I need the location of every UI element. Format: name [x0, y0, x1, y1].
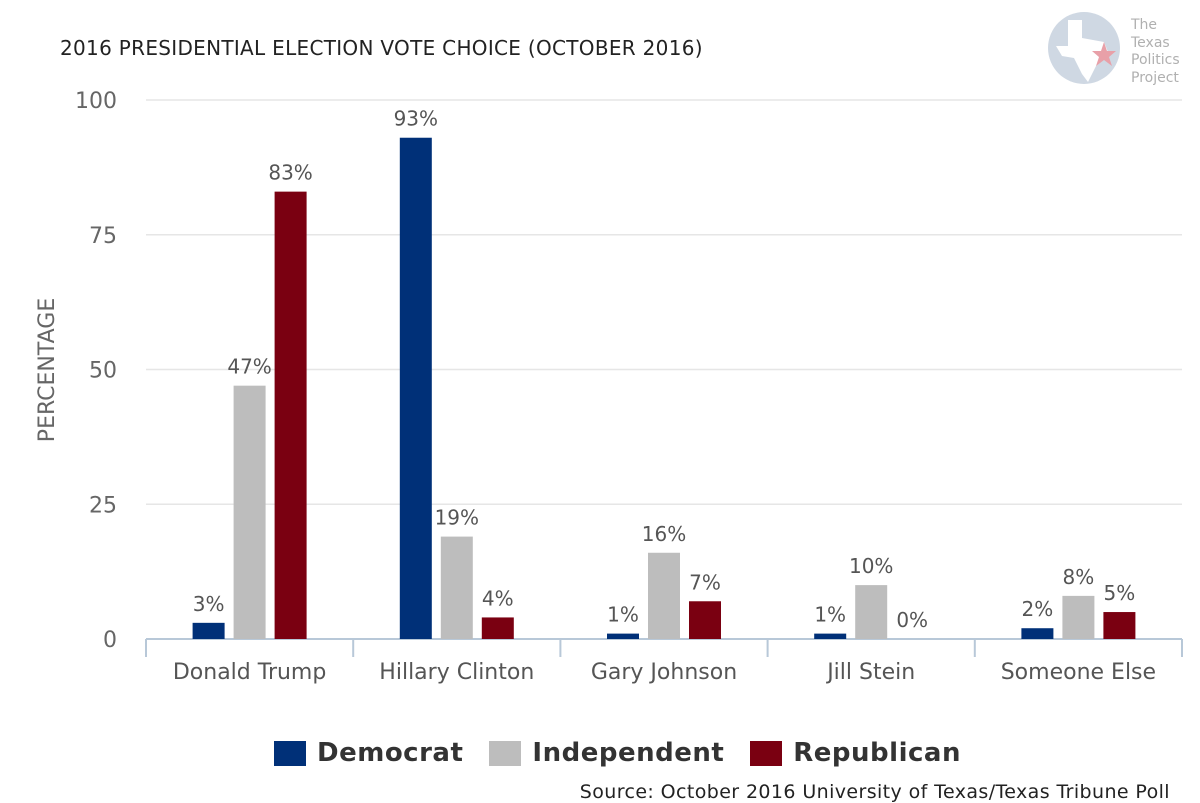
legend-label-democrat: Democrat	[317, 738, 464, 768]
bar-independent	[440, 536, 473, 639]
x-tick-label: Gary Johnson	[591, 660, 737, 685]
y-tick-label: 100	[75, 89, 117, 114]
bar-democrat	[814, 633, 847, 639]
y-tick-label: 0	[103, 628, 117, 653]
bar-democrat	[399, 137, 432, 640]
logo-text: The Texas Politics Project	[1131, 17, 1180, 87]
legend-item-independent: Independent	[489, 738, 724, 768]
data-label: 1%	[814, 603, 846, 627]
bar-republican	[689, 601, 721, 639]
logo-line: Texas	[1131, 34, 1170, 51]
data-label: 5%	[1104, 581, 1136, 605]
chart-title: 2016 PRESIDENTIAL ELECTION VOTE CHOICE (…	[60, 36, 703, 60]
source-note: Source: October 2016 University of Texas…	[579, 781, 1170, 803]
bar-democrat	[1021, 628, 1054, 639]
bar-republican	[481, 617, 514, 639]
legend-item-democrat: Democrat	[274, 738, 463, 768]
x-tick-label: Donald Trump	[173, 660, 326, 685]
legend-swatch-democrat	[274, 740, 307, 766]
data-label: 4%	[482, 586, 514, 610]
data-label: 2%	[1022, 597, 1054, 621]
data-label: 8%	[1063, 565, 1095, 589]
legend-swatch-republican	[750, 740, 783, 766]
data-label: 93%	[394, 107, 438, 131]
bars	[192, 137, 1136, 640]
legend-label-republican: Republican	[793, 738, 961, 768]
texas-politics-project-logo: The Texas Politics Project	[1046, 12, 1196, 92]
data-label: 47%	[227, 355, 271, 379]
y-tick-label: 50	[89, 359, 117, 384]
legend-label-independent: Independent	[532, 738, 725, 768]
bar-democrat	[607, 633, 639, 639]
y-tick-label: 25	[89, 493, 117, 518]
x-tick-label: Jill Stein	[825, 660, 915, 685]
logo-line: The	[1131, 17, 1158, 33]
data-label: 83%	[268, 161, 312, 185]
y-tick-label: 75	[89, 224, 117, 249]
data-labels: 3% 47% 83% 93% 19% 4% 1% 16%7% 1% 10% 0% 2% 8% 5%	[193, 107, 1136, 632]
grid-lines	[146, 99, 1182, 505]
legend: Democrat Independent Republican	[0, 738, 1200, 768]
texas-star-logo-icon	[1048, 12, 1120, 84]
y-axis-label: PERCENTAGE	[35, 298, 60, 442]
bar-independent	[855, 585, 888, 639]
bar-republican	[1103, 612, 1136, 639]
bar-independent	[1062, 595, 1095, 639]
bar-independent	[648, 552, 680, 639]
bar-independent	[233, 385, 266, 639]
y-axis-ticks: 0 25 50 75 100	[75, 89, 117, 653]
legend-swatch-independent	[489, 740, 522, 766]
logo-line: Project	[1131, 69, 1179, 86]
x-tick-label: Hillary Clinton	[379, 660, 534, 685]
data-label: 3%	[193, 592, 225, 616]
data-label: 16%	[642, 522, 686, 546]
logo-line: Politics	[1131, 52, 1180, 68]
x-tick-label: Someone Else	[1001, 660, 1156, 685]
x-axis: Donald Trump Hillary Clinton Gary Johnson J…	[145, 638, 1183, 685]
data-label: 0%	[896, 608, 928, 632]
data-label: 19%	[435, 506, 479, 530]
data-label: 1%	[607, 603, 639, 627]
bar-republican	[274, 191, 307, 639]
data-label: 7%	[689, 570, 721, 594]
legend-item-republican: Republican	[750, 738, 961, 768]
data-label: 10%	[849, 554, 893, 578]
bar-democrat	[192, 622, 225, 639]
